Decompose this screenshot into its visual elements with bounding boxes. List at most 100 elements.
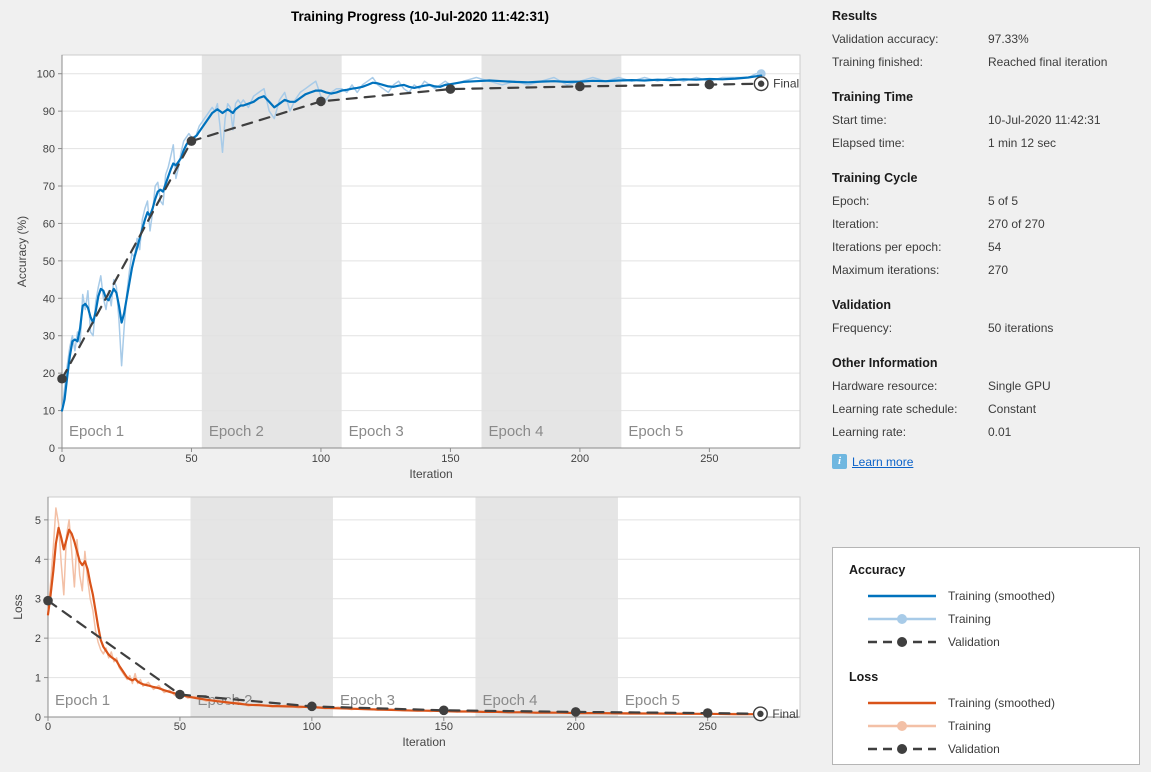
epoch-label: Epoch 1 xyxy=(69,423,124,440)
final-marker-dot xyxy=(757,80,765,87)
info-value: 0.01 xyxy=(988,425,1012,439)
y-tick-label: 2 xyxy=(35,633,41,645)
info-label: Elapsed time: xyxy=(832,136,905,150)
legend-item: Validation xyxy=(866,630,1139,653)
y-tick-label: 20 xyxy=(43,368,55,380)
epoch-label: Epoch 5 xyxy=(625,692,680,709)
validation-marker xyxy=(575,81,585,92)
validation-marker xyxy=(445,84,456,94)
info-value: 10-Jul-2020 11:42:31 xyxy=(988,113,1101,127)
info-value: Single GPU xyxy=(988,379,1051,393)
legend-group-title: Accuracy xyxy=(849,563,906,577)
validation-marker xyxy=(438,705,449,716)
epoch-band xyxy=(475,497,618,717)
info-label: Frequency: xyxy=(832,321,893,335)
legend-item-label: Training xyxy=(948,718,991,733)
info-row: Epoch: 5 of 5 xyxy=(832,190,1151,213)
section-title: Other Information xyxy=(832,356,938,370)
x-axis-label: Iteration xyxy=(409,467,452,481)
legend-item-label: Training (smoothed) xyxy=(948,695,1055,710)
x-tick-label: 200 xyxy=(567,721,585,733)
epoch-label: Epoch 4 xyxy=(482,692,537,709)
validation-marker xyxy=(704,79,715,90)
legend-swatch-solid-marker xyxy=(868,613,936,624)
validation-marker xyxy=(307,701,317,712)
info-label: Epoch: xyxy=(832,194,870,208)
info-value: 270 of 270 xyxy=(988,217,1045,231)
legend-swatch-solid xyxy=(868,594,936,597)
info-label: Validation accuracy: xyxy=(832,32,939,46)
info-row: Iterations per epoch: 54 xyxy=(832,236,1151,259)
validation-marker xyxy=(43,595,53,606)
info-row: Elapsed time: 1 min 12 sec xyxy=(832,132,1151,155)
legend-swatch-solid-marker xyxy=(868,720,936,731)
x-tick-label: 150 xyxy=(441,453,459,465)
legend-swatch-solid xyxy=(868,701,936,704)
legend-item: Training (smoothed) xyxy=(866,691,1139,714)
info-row: Training finished: Reached final iteratio… xyxy=(832,51,1151,74)
legend-item: Training (smoothed) xyxy=(866,584,1139,607)
y-tick-label: 40 xyxy=(43,293,55,305)
y-tick-label: 60 xyxy=(43,218,55,230)
legend-item-label: Validation xyxy=(948,741,1000,756)
info-label: Iterations per epoch: xyxy=(832,240,942,254)
epoch-band xyxy=(190,497,333,717)
info-icon: i xyxy=(832,454,847,469)
legend-item: Training xyxy=(866,714,1139,737)
section-title: Training Time xyxy=(832,90,914,104)
legend-swatch-dashed-marker xyxy=(868,636,936,647)
x-tick-label: 250 xyxy=(698,721,716,733)
legend-group: Loss Training (smoothed) Training Validatio… xyxy=(849,667,1139,760)
x-tick-label: 100 xyxy=(312,453,330,465)
validation-marker xyxy=(702,708,713,718)
info-value: 50 iterations xyxy=(988,321,1054,335)
info-value: 54 xyxy=(988,240,1002,254)
page-title: Training Progress (10-Jul-2020 11:42:31) xyxy=(290,9,550,24)
y-tick-label: 80 xyxy=(43,144,55,156)
info-label: Training finished: xyxy=(832,55,923,69)
info-value: 5 of 5 xyxy=(988,194,1019,208)
y-axis-label: Accuracy (%) xyxy=(15,216,29,287)
info-label: Learning rate schedule: xyxy=(832,402,958,416)
y-tick-label: 1 xyxy=(35,673,41,685)
final-label: Final xyxy=(772,707,798,721)
info-row: Frequency: 50 iterations xyxy=(832,317,1151,340)
y-tick-label: 10 xyxy=(43,406,55,418)
info-label: Hardware resource: xyxy=(832,379,938,393)
x-tick-label: 150 xyxy=(435,721,453,733)
validation-marker xyxy=(186,136,197,146)
info-value: 97.33% xyxy=(988,32,1029,46)
x-tick-label: 50 xyxy=(174,721,186,733)
legend-swatch-dashed-marker xyxy=(868,743,936,754)
info-value: 270 xyxy=(988,263,1009,277)
legend-item-label: Training xyxy=(948,611,991,626)
legend-item: Training xyxy=(866,607,1139,630)
info-label: Maximum iterations: xyxy=(832,263,940,277)
accuracy-smoothed-line xyxy=(60,74,763,412)
legend-group-title: Loss xyxy=(849,670,879,684)
info-row: Learning rate: 0.01 xyxy=(832,421,1151,444)
epoch-label: Epoch 2 xyxy=(209,423,264,440)
section-title: Training Cycle xyxy=(832,171,918,185)
info-value: Constant xyxy=(988,402,1037,416)
final-label: Final xyxy=(773,77,799,91)
info-row: Iteration: 270 of 270 xyxy=(832,213,1151,236)
section-title: Validation xyxy=(832,298,892,312)
plot-area xyxy=(48,497,800,717)
learn-more-row: i Learn more xyxy=(832,454,1151,469)
legend-item-label: Validation xyxy=(948,634,1000,649)
training-info-panel: Results Validation accuracy: 97.33% Trainin… xyxy=(820,0,1151,469)
info-row: Validation accuracy: 97.33% xyxy=(832,28,1151,51)
learn-more-link[interactable]: Learn more xyxy=(852,454,914,469)
plot-area xyxy=(62,55,800,448)
legend-item: Validation xyxy=(866,737,1139,760)
y-tick-label: 30 xyxy=(43,331,55,343)
validation-marker xyxy=(570,707,581,717)
info-value: Reached final iteration xyxy=(988,55,1108,69)
x-axis-label: Iteration xyxy=(402,735,445,749)
x-tick-label: 250 xyxy=(700,453,718,465)
y-tick-label: 3 xyxy=(35,594,41,606)
y-axis-label: Loss xyxy=(11,594,25,619)
y-tick-label: 100 xyxy=(37,69,55,81)
legend-box: Accuracy Training (smoothed) Training Valid… xyxy=(832,547,1140,765)
